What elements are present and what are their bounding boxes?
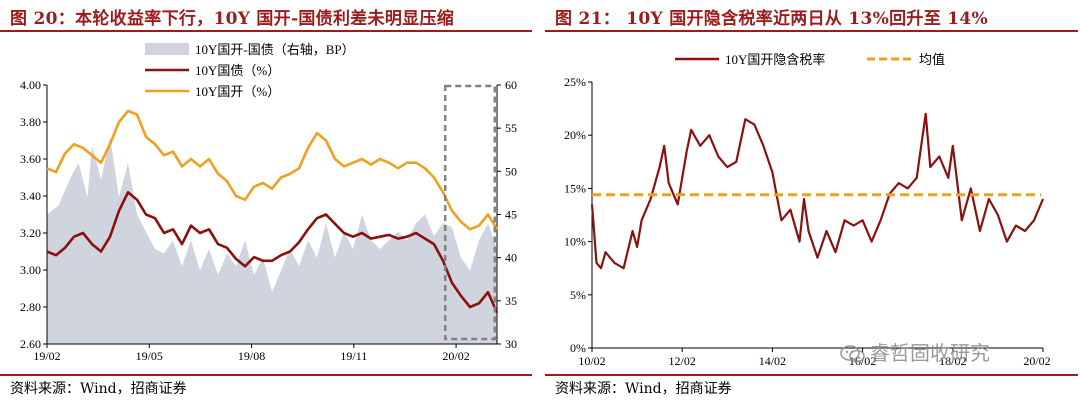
legend-label: 10Y国开隐含税率 <box>725 52 825 67</box>
left-y-tick-label: 3.00 <box>20 263 41 277</box>
right-chart-svg: 25%20%15%10%5%0%10/02 12/02 14/02 16/02 18/0… <box>564 52 1051 368</box>
left-y-tick-label: 2.60 <box>20 337 41 351</box>
left-title-rule <box>0 30 532 32</box>
x-tick-label: 12/02 <box>669 354 696 368</box>
spread-area-series <box>47 136 497 344</box>
x-tick-label: 19/11 <box>340 349 367 363</box>
left-chart-title: 图 20：本轮收益率下行，10Y 国开-国债利差未明显压缩 <box>10 9 455 29</box>
x-tick-label: 19/08 <box>238 349 265 363</box>
legend-label: 均值 <box>919 52 945 67</box>
right-chart-panel: 图 21： 10Y 国开隐含税率近两日从 13%回升至 14% 25% 20% 15… <box>545 0 1080 406</box>
right-y-tick-label: 60 <box>505 78 517 92</box>
implied-tax-rate-line-series <box>590 112 1045 270</box>
legend-swatch-spread <box>145 43 189 55</box>
wechat-icon <box>840 345 865 363</box>
x-tick-label: 10/02 <box>578 354 605 368</box>
y-tick-label: 25% <box>564 75 586 89</box>
legend-label: 10Y国债（%） <box>195 63 280 78</box>
right-source-rule <box>545 374 1078 376</box>
left-chart-svg: 4.00 3.80 3.60 3.40 3.20 3.00 2.80 2.60 60 55 50 45… <box>20 42 517 363</box>
left-y-tick-label: 2.80 <box>20 300 41 314</box>
y-tick-label: 15% <box>564 181 586 195</box>
cgb-10y-line-series <box>46 191 499 314</box>
y-tick-label: 5% <box>570 288 586 302</box>
legend-label: 10Y国开-国债（右轴，BP） <box>195 42 355 57</box>
y-tick-label: 20% <box>564 128 586 142</box>
x-tick-label: 19/05 <box>136 349 163 363</box>
left-chart-panel: 图 20：本轮收益率下行，10Y 国开-国债利差未明显压缩 4.00 3.80 3.… <box>0 9 532 397</box>
left-y-tick-label: 3.80 <box>20 115 41 129</box>
y-tick-label: 0% <box>570 341 586 355</box>
cdb-10y-line-series <box>46 109 499 231</box>
left-source-rule <box>0 374 532 376</box>
legend-label: 10Y国开（%） <box>195 84 280 99</box>
x-tick-label: 19/02 <box>33 349 60 363</box>
right-chart-title: 图 21： 10Y 国开隐含税率近两日从 13%回升至 14% <box>555 9 988 29</box>
x-tick-label: 20/02 <box>1023 354 1050 368</box>
x-tick-label: 18/02 <box>939 354 966 368</box>
x-tick-label: 20/02 <box>442 349 469 363</box>
watermark: 睿哲固收研究 <box>840 337 990 366</box>
left-y-tick-label: 3.60 <box>20 152 41 166</box>
right-y-tick-label: 50 <box>505 164 517 178</box>
right-chart-source: 资料来源：Wind，招商证券 <box>555 381 732 397</box>
watermark-text: 睿哲固收研究 <box>870 341 990 365</box>
left-y-tick-label: 4.00 <box>20 78 41 92</box>
left-y-tick-label: 3.40 <box>20 189 41 203</box>
right-y-tick-label: 30 <box>505 337 517 351</box>
highlight-box <box>444 84 496 341</box>
left-chart-source: 资料来源：Wind，招商证券 <box>10 381 187 397</box>
right-title-rule <box>545 30 1078 32</box>
y-tick-label: 10% <box>564 235 586 249</box>
right-y-tick-label: 45 <box>505 208 517 222</box>
x-tick-label: 14/02 <box>759 354 786 368</box>
right-y-tick-label: 40 <box>505 251 517 265</box>
left-y-tick-label: 3.20 <box>20 226 41 240</box>
right-y-tick-label: 55 <box>505 121 517 135</box>
right-y-tick-label: 35 <box>505 294 517 308</box>
